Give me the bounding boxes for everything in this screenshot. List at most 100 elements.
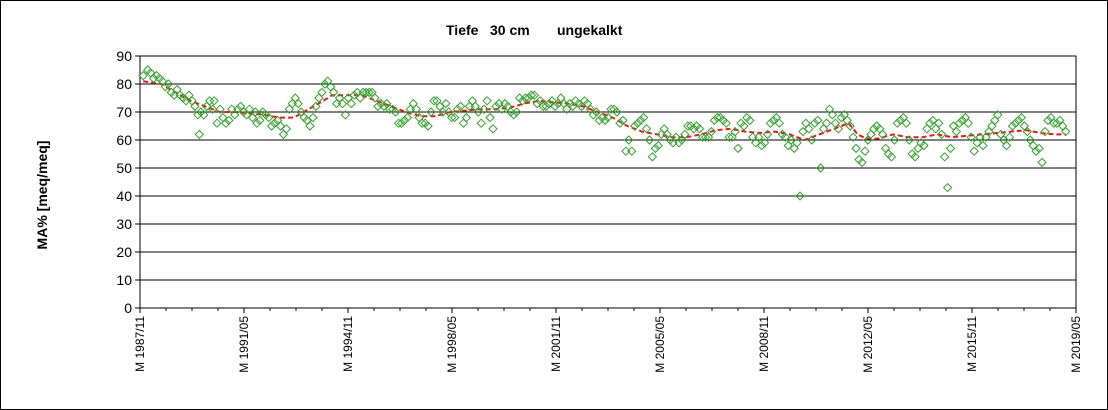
data-point <box>544 98 554 109</box>
data-point <box>877 129 888 140</box>
data-point <box>199 110 209 120</box>
data-point <box>612 107 622 117</box>
data-point <box>603 112 613 123</box>
data-point <box>194 129 205 140</box>
data-point <box>653 140 664 151</box>
data-point <box>370 93 380 103</box>
data-point <box>730 126 740 137</box>
chart-title-part-2: 30 cm <box>490 22 530 38</box>
data-point <box>768 115 779 126</box>
x-tick-label: M 1991/05 <box>237 316 251 373</box>
data-point <box>244 104 255 114</box>
data-point <box>390 107 401 117</box>
data-point <box>591 107 602 117</box>
data-point <box>446 112 457 123</box>
data-point <box>305 121 315 131</box>
x-tick-label: M 1998/05 <box>445 316 459 373</box>
x-tick-label: M 1987/11 <box>133 316 147 372</box>
x-tick-label: M 2005/05 <box>653 316 667 373</box>
data-point <box>212 118 222 128</box>
data-point <box>588 110 599 120</box>
data-point <box>936 129 947 140</box>
data-point <box>138 70 148 81</box>
data-point <box>160 82 171 92</box>
data-point <box>429 96 439 106</box>
data-point <box>615 118 625 128</box>
data-point <box>281 124 292 134</box>
data-point <box>851 143 861 154</box>
data-point <box>224 115 234 126</box>
data-point <box>815 163 826 173</box>
data-point <box>733 143 743 154</box>
y-tick-label: 40 <box>116 188 132 204</box>
data-point <box>320 79 330 89</box>
data-point <box>638 112 649 123</box>
data-point <box>650 143 661 154</box>
data-point <box>1060 126 1071 137</box>
data-point <box>1031 146 1041 156</box>
y-tick-label: 10 <box>116 272 132 288</box>
data-point <box>1040 126 1050 137</box>
x-tick-label: M 2001/11 <box>549 316 563 372</box>
data-point <box>317 87 327 98</box>
data-point <box>482 96 492 106</box>
data-point <box>928 115 938 126</box>
data-point <box>529 90 540 100</box>
data-point <box>232 104 243 114</box>
x-tick-labels: M 1987/11 M 1991/05 M 1994/11 M 1998/05 M 20… <box>133 316 1083 373</box>
x-tick-label: M 2012/05 <box>861 316 875 373</box>
data-point <box>207 104 218 114</box>
y-tick-label: 70 <box>116 104 132 120</box>
data-point <box>266 121 277 131</box>
data-point <box>762 129 773 140</box>
data-point <box>328 87 339 98</box>
data-point <box>349 90 360 100</box>
data-point <box>624 135 634 145</box>
data-point <box>163 79 174 89</box>
data-point <box>1001 140 1012 151</box>
data-point <box>706 126 717 137</box>
data-point <box>263 112 274 123</box>
data-points <box>138 65 1071 201</box>
data-point <box>966 132 976 142</box>
data-point <box>255 115 265 126</box>
data-point <box>204 96 215 106</box>
data-point <box>630 121 640 131</box>
chart-title-part-1: Tiefe <box>446 22 479 38</box>
data-point <box>479 104 489 114</box>
data-point <box>753 132 764 142</box>
data-point <box>886 152 897 162</box>
data-point <box>969 146 979 156</box>
data-point <box>860 146 870 156</box>
data-point <box>600 115 610 126</box>
data-point <box>821 118 832 128</box>
data-point <box>632 118 643 128</box>
data-point <box>215 104 225 114</box>
data-point <box>810 118 820 128</box>
data-point <box>712 112 723 123</box>
data-point <box>1010 118 1021 128</box>
y-tick-label: 50 <box>116 160 132 176</box>
data-point <box>396 118 407 128</box>
plot-area <box>139 55 1077 309</box>
data-point <box>759 138 770 148</box>
data-point <box>337 98 348 109</box>
data-point <box>635 115 646 126</box>
data-point <box>700 132 711 142</box>
data-point <box>550 101 560 112</box>
data-point <box>1052 118 1062 128</box>
data-point <box>488 124 498 134</box>
data-point <box>807 135 817 145</box>
data-point <box>511 107 522 117</box>
data-point <box>476 118 486 128</box>
data-point <box>910 152 920 162</box>
data-point <box>895 115 906 126</box>
data-point <box>269 118 280 128</box>
data-point <box>945 143 956 154</box>
data-point <box>399 115 410 126</box>
y-tick-label: 60 <box>116 132 132 148</box>
data-point <box>901 118 911 128</box>
y-axis-label: MA% [meq/meq] <box>34 141 50 250</box>
data-point <box>721 118 731 128</box>
